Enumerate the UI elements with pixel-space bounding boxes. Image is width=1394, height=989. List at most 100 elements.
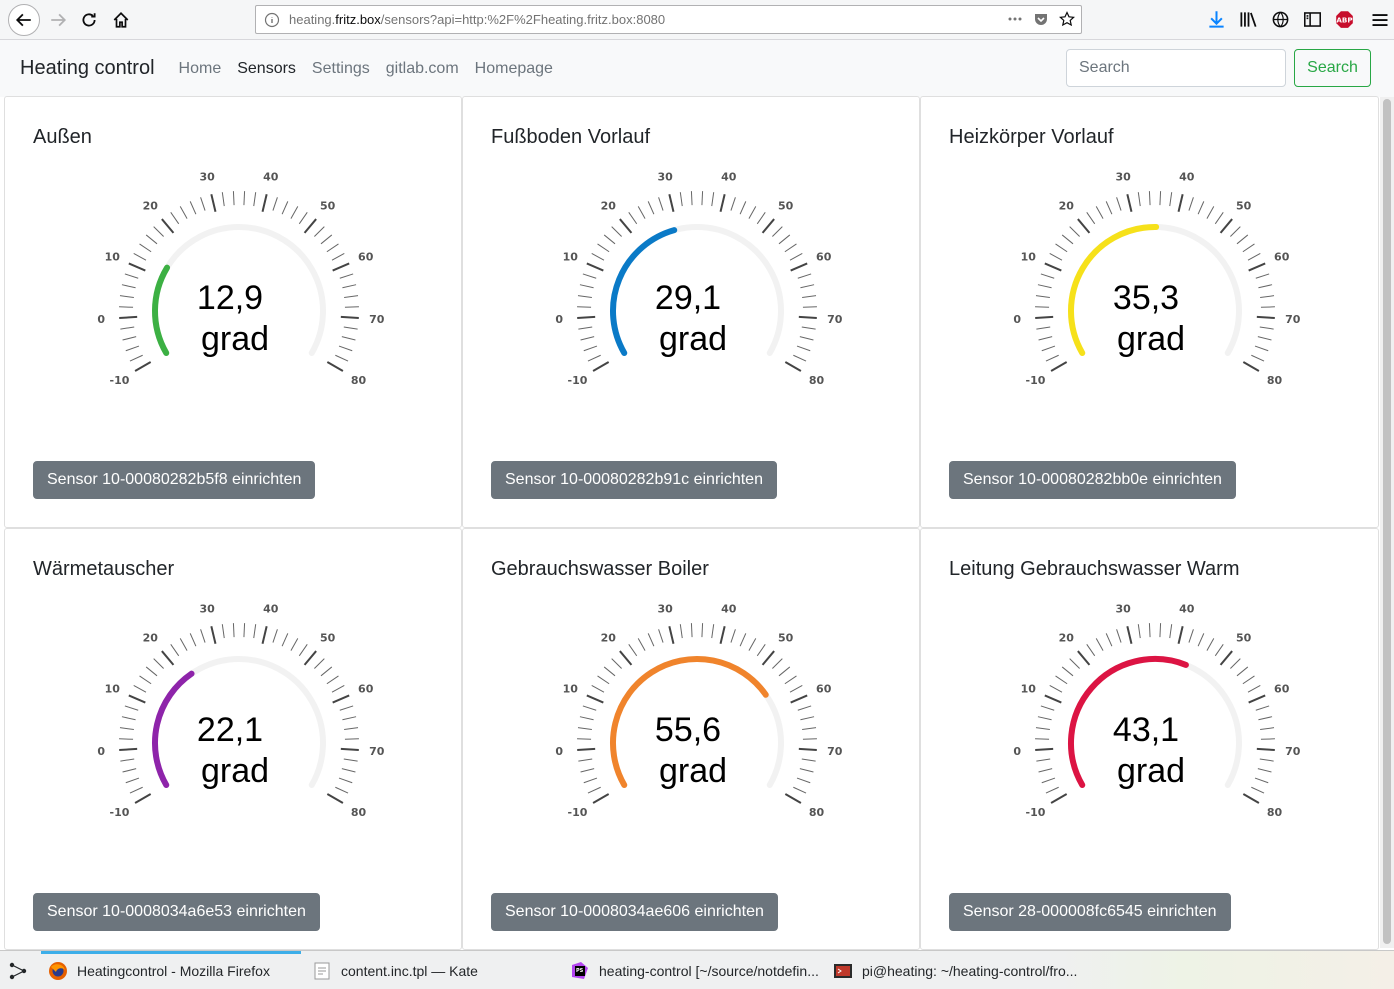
reload-icon [82,13,96,27]
gauge-minor-tick [1197,633,1205,647]
gauge-minor-tick [587,354,601,362]
gauge-minor-tick [1105,201,1113,215]
nav-link-sensors[interactable]: Sensors [237,59,296,77]
gauge-minor-tick [1236,666,1249,677]
info-icon[interactable] [264,12,280,28]
sidebar-icon[interactable] [1303,10,1322,29]
nav-link-settings[interactable]: Settings [311,59,370,77]
gauge-major-tick [210,625,217,644]
sensor-setup-button[interactable]: Sensor 10-00080282b91c einrichten [491,461,777,499]
task-kate[interactable]: content.inc.tpl — Kate [305,952,563,989]
gauge-tick-label: -10 [1026,374,1046,387]
star-icon[interactable] [1059,11,1075,27]
forward-button[interactable] [42,4,74,36]
gauge-unit: grad [658,752,728,790]
gauge-minor-tick [797,273,812,279]
home-button[interactable] [105,4,137,36]
gauge-minor-tick [338,345,353,352]
pocket-icon[interactable] [1033,11,1049,27]
gauge-tick-label: 60 [1274,682,1290,695]
globe-icon[interactable] [1271,10,1290,29]
gauge-minor-tick [314,226,325,237]
task-firefox[interactable]: Heatingcontrol - Mozilla Firefox [41,951,301,988]
library-icon[interactable] [1239,10,1258,29]
gauge-minor-tick [1036,758,1051,762]
gauge-value-arc [151,670,195,788]
gauge-minor-tick [298,212,308,225]
url-text[interactable]: heating.fritz.box/sensors?api=http:%2F%2… [289,12,666,27]
more-dots-icon[interactable] [1007,11,1023,27]
back-button[interactable] [8,4,40,36]
gauge-minor-tick [580,336,595,341]
sensor-setup-button[interactable]: Sensor 10-0008034ae606 einrichten [491,893,778,931]
gauge-minor-tick [335,786,349,794]
download-icon[interactable] [1207,10,1226,29]
search-input[interactable] [1066,49,1286,87]
nav-link-gitlab[interactable]: gitlab.com [385,59,459,77]
app-launcher-icon[interactable] [6,959,30,983]
gauge-minor-tick [1169,192,1173,207]
abp-icon[interactable]: ABP [1335,10,1354,29]
temperature-gauge: -10 0 10 20 30 40 50 60 70 80 35,3 grad [1001,163,1301,403]
gauge-minor-tick [119,295,134,298]
gauge-minor-tick [339,273,354,279]
gauge-unit: grad [658,320,728,358]
gauge-minor-tick [124,273,139,279]
gauge-minor-tick [793,354,807,362]
reload-button[interactable] [73,4,105,36]
gauge-tick-label: 50 [778,631,794,644]
sensor-setup-button[interactable]: Sensor 10-00080282b5f8 einrichten [33,461,316,499]
scrollbar-thumb[interactable] [1383,99,1391,944]
gauge-minor-tick [153,226,164,237]
task-label: content.inc.tpl — Kate [341,962,478,979]
sensor-grid: Außen -10 0 10 20 30 40 50 60 70 80 12,9 grad Sen… [4,96,1379,950]
gauge-minor-tick [603,666,616,677]
gauge-value: 55,6 [654,711,722,749]
gauge-minor-tick [1061,234,1074,245]
gauge-major-tick [668,193,675,212]
gauge-minor-tick [326,675,339,685]
gauge-minor-tick [1069,658,1080,669]
brand-title[interactable]: Heating control [20,57,155,79]
gauge-major-tick [332,694,350,704]
gauge-tick-label: 70 [1285,745,1301,758]
gauge-major-tick [128,694,146,704]
gauge-minor-tick [320,234,333,245]
gauge-tick-label: -10 [568,806,588,819]
nav-link-home[interactable]: Home [178,59,222,77]
gauge-minor-tick [344,295,359,298]
gauge-tick-label: 0 [555,313,563,326]
sensor-setup-button[interactable]: Sensor 10-0008034a6e53 einrichten [33,893,320,931]
task-terminal[interactable]: pi@heating: ~/heating-control/fro... [826,952,1088,989]
nav-link-homepage[interactable]: Homepage [474,59,553,77]
task-phpstorm[interactable]: PS heating-control [~/source/notdefin... [563,952,825,989]
gauge-minor-tick [701,623,704,638]
gauge-minor-tick [582,705,597,711]
gauge-tick-label: 80 [351,374,367,387]
page-scrollbar[interactable] [1380,97,1394,948]
gauge-minor-tick [170,212,180,225]
gauge-minor-tick [221,624,225,639]
gauge-tick-label: 70 [369,745,385,758]
hamburger-menu-icon[interactable] [1370,10,1390,30]
sensor-setup-button[interactable]: Sensor 28-000008fc6545 einrichten [949,893,1231,931]
sensor-setup-button[interactable]: Sensor 10-00080282bb0e einrichten [949,461,1236,499]
search-button[interactable]: Search [1294,49,1371,87]
gauge-major-tick [332,262,350,272]
gauge-tick-label: 10 [1021,250,1037,263]
gauge-tick-label: 10 [105,682,121,695]
gauge-minor-tick [658,629,664,643]
gauge-minor-tick [281,633,289,647]
gauge-tick-label: 40 [1179,603,1195,616]
gauge-major-tick [340,315,359,319]
gauge-minor-tick [637,206,646,219]
gauge-tick-label: 40 [721,603,737,616]
nav-links: Home Sensors Settings gitlab.com Homepag… [171,60,561,78]
gauge-tick-label: 0 [97,313,105,326]
gauge-dial: -10 0 10 20 30 40 50 60 70 80 [1013,603,1301,819]
gauge-tick-label: 60 [1274,250,1290,263]
task-label: heating-control [~/source/notdefin... [599,962,819,979]
gauge-minor-tick [1254,777,1269,784]
gauge-dial: -10 0 10 20 30 40 50 60 70 80 [1013,171,1300,387]
address-bar[interactable]: heating.fritz.box/sensors?api=http:%2F%2… [255,5,1082,34]
